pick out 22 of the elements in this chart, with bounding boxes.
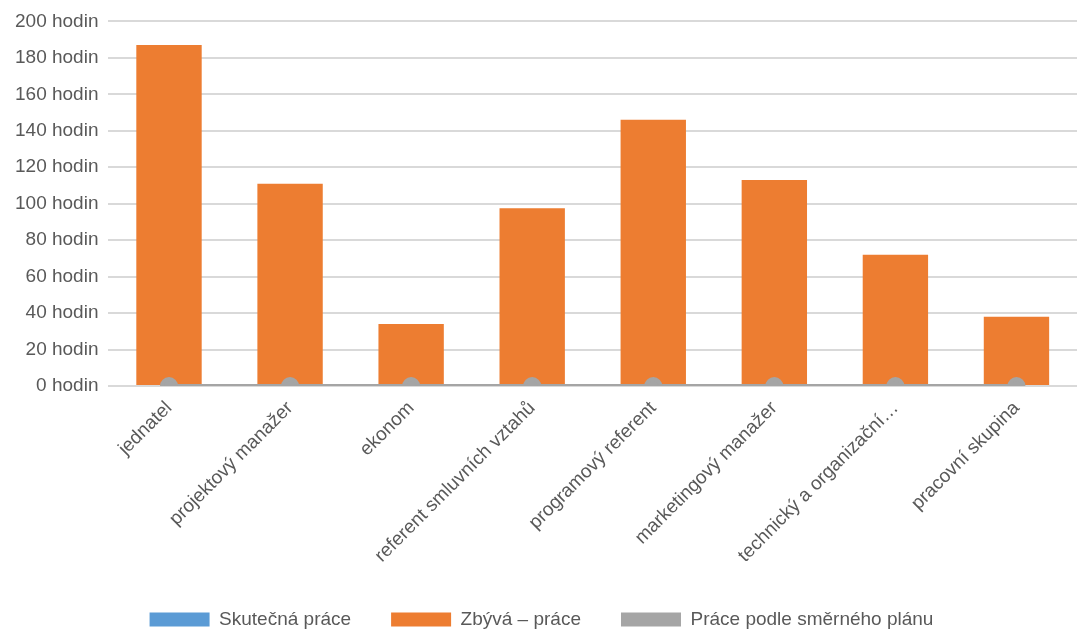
legend-label: Skutečná práce — [219, 607, 352, 629]
legend-label: Zbývá – práce — [460, 607, 581, 629]
bar — [983, 316, 1050, 386]
bar — [741, 180, 808, 386]
y-tick-label: 20 hodin — [25, 337, 99, 359]
y-tick-label: 200 hodin — [15, 9, 99, 31]
bar — [136, 45, 202, 386]
y-tick-label: 160 hodin — [15, 82, 99, 104]
bar — [499, 208, 565, 386]
y-tick-label: 180 hodin — [15, 46, 99, 68]
bar — [378, 324, 444, 386]
bar — [257, 183, 323, 386]
y-tick-label: 140 hodin — [15, 119, 99, 141]
bar — [620, 119, 686, 386]
y-tick-label: 60 hodin — [25, 264, 99, 286]
y-tick-label: 40 hodin — [25, 301, 99, 323]
y-tick-label: 100 hodin — [15, 191, 99, 213]
y-tick-label: 120 hodin — [15, 155, 99, 177]
y-tick-label: 0 hodin — [36, 374, 99, 396]
y-tick-label: 80 hodin — [25, 228, 99, 250]
legend-label: Práce podle směrného plánu — [690, 607, 934, 629]
bar — [862, 254, 929, 386]
